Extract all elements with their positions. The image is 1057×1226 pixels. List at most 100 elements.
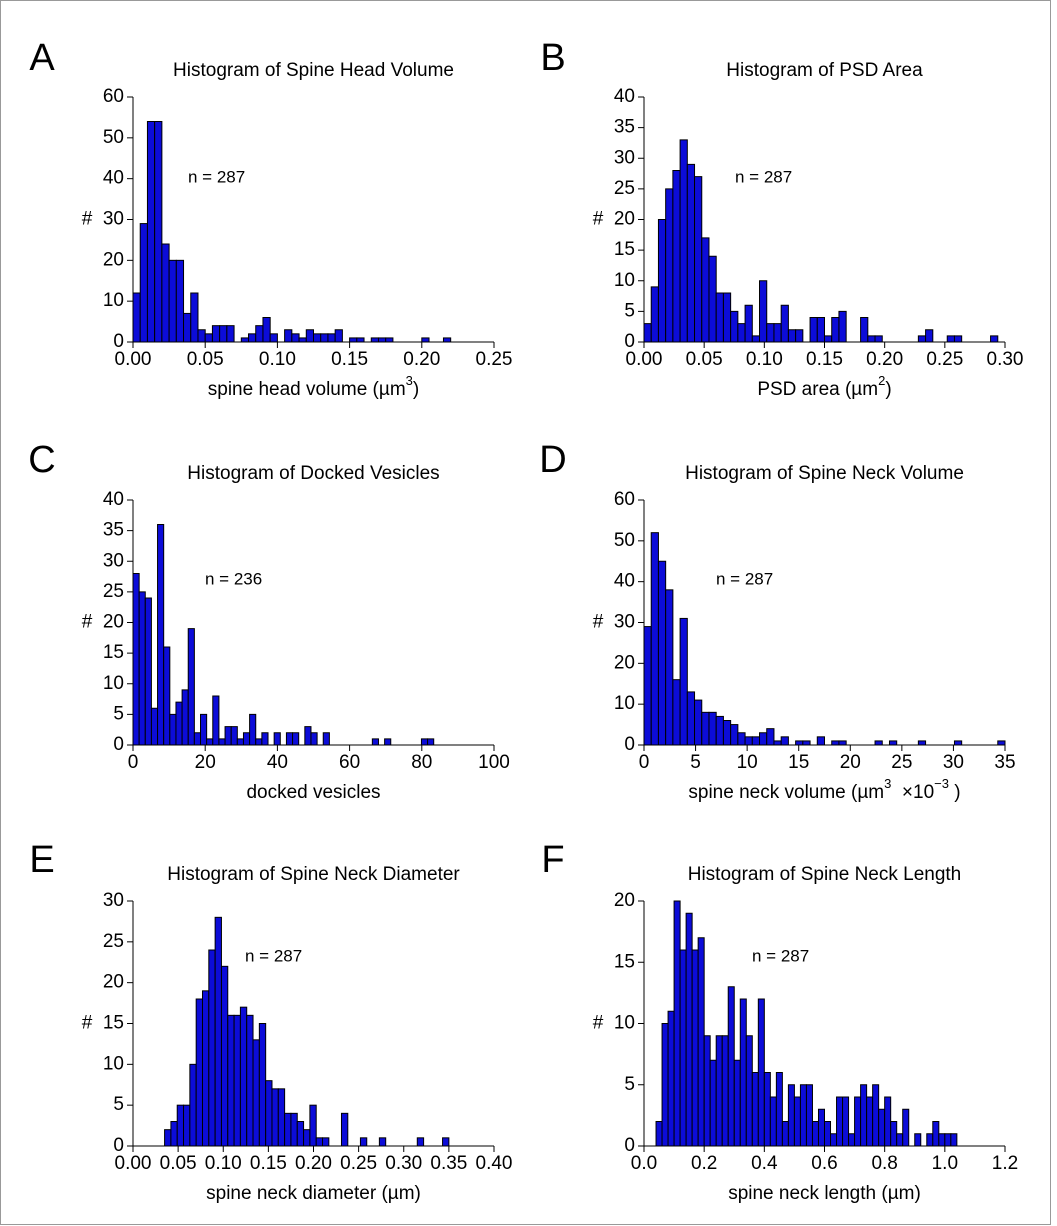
bar [175,259,185,343]
y-tick-label: 30 [614,612,635,633]
bar [309,1104,317,1147]
y-tick-label: 25 [103,581,124,602]
bar [866,1096,874,1147]
bar [265,1080,273,1147]
panel-label: F [541,839,564,881]
bar [932,1121,940,1147]
x-tick-label: 0.00 [115,1153,152,1174]
bar [831,740,840,746]
x-tick-label: 0 [128,752,139,773]
x-tick-label: 0 [639,752,650,773]
panel-label: A [29,37,55,79]
bar [384,738,392,746]
y-tick-label: 20 [103,612,124,633]
bar [170,1121,178,1147]
bar [715,292,724,343]
bar [650,286,659,343]
bar [206,738,214,746]
bar [290,1112,298,1147]
bar [249,713,257,746]
x-tick-label: 0.20 [403,349,440,370]
x-tick-label: 0.15 [806,349,843,370]
bar [773,323,782,343]
bar [334,329,343,343]
x-tick-label: 0.00 [626,349,663,370]
bar [679,617,688,746]
bar [816,736,826,746]
bar [322,732,330,746]
y-tick-label: 15 [614,239,635,260]
bar [298,337,307,343]
bar [737,323,746,343]
bar [781,1121,789,1147]
x-tick-label: 0.10 [746,349,783,370]
bar [157,524,165,746]
bar [805,1084,813,1147]
x-tick-label: 0.10 [259,349,296,370]
bar [715,1035,723,1147]
y-tick-label: 25 [103,931,124,952]
bar [227,1014,235,1147]
superscript: 3 [884,776,891,791]
bar [657,219,667,343]
x-axis-label: spine head volume (µm3) [208,373,419,400]
panel-label: C [28,439,55,481]
bar [377,337,387,343]
bar [239,1006,248,1147]
bar [230,726,238,746]
x-tick-label: 0.4 [751,1153,778,1174]
bar [296,1121,305,1147]
label-part: spine head volume (µm [208,379,406,400]
bar [860,317,869,343]
annotation: n = 287 [752,946,809,965]
bar [169,713,177,746]
bar [236,738,244,746]
y-tick-label: 0 [113,1135,124,1156]
bar [359,1137,368,1147]
bar [799,1084,807,1147]
y-tick-label: 20 [103,972,124,993]
bar [751,1072,759,1147]
superscript: −3 [934,776,949,791]
bar [694,176,703,343]
y-tick-label: 0 [113,734,124,755]
bar [240,337,250,343]
x-tick-label: 0.30 [987,349,1024,370]
bar [953,740,963,746]
x-tick-label: 10 [737,752,758,773]
bar [884,1096,892,1147]
x-tick-label: 1.0 [932,1153,958,1174]
panel-label: B [540,37,565,79]
bar [686,163,696,343]
y-tick-label: 5 [624,300,635,321]
annotation: n = 287 [188,167,245,186]
bar [132,292,141,343]
chart-title: Histogram of PSD Area [726,60,923,81]
bar [809,317,818,343]
y-tick-label: 40 [103,489,124,510]
y-tick-label: 15 [103,1013,124,1034]
bar [838,740,847,746]
bar [255,325,264,343]
bar [252,1039,260,1147]
bar [181,689,189,746]
y-tick-label: 40 [614,86,635,107]
bar [722,720,732,746]
bar [848,1133,856,1147]
bar [685,912,693,1147]
bar [990,335,999,343]
bar [183,312,192,343]
bar [208,949,216,1147]
x-tick-label: 20 [840,752,861,773]
bar [183,1104,191,1147]
x-tick-label: 0.15 [331,349,368,370]
bar [189,1063,197,1147]
y-tick-label: 30 [614,147,635,168]
bar [349,337,358,343]
bar [757,998,765,1147]
bar [672,679,681,746]
bar [679,949,687,1147]
y-tick-label: 0 [624,1135,635,1156]
bar [262,317,271,343]
bar [370,337,379,343]
